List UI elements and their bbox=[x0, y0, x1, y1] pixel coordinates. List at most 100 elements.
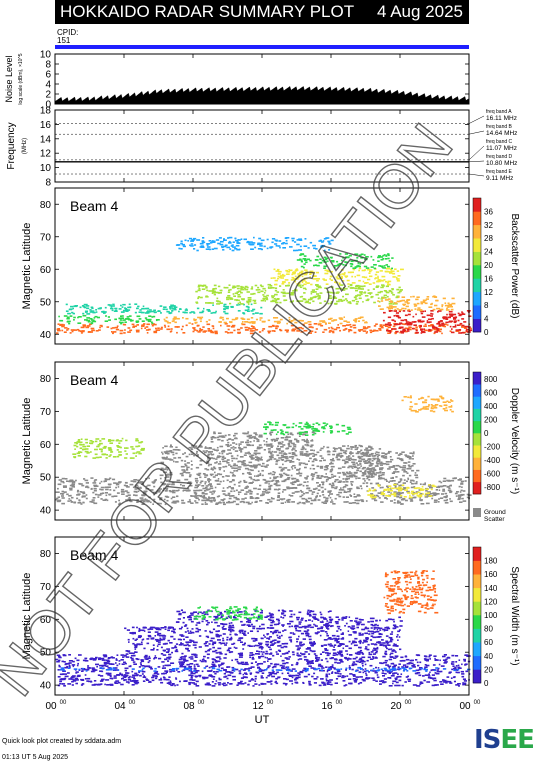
y-tick-label: 40 bbox=[40, 681, 52, 692]
frequency-band-leader bbox=[468, 145, 485, 161]
colorbar-tick-label: 40 bbox=[484, 652, 493, 661]
frequency-band-value: 16.11 MHz bbox=[486, 115, 517, 122]
x-tick-label: 16 bbox=[321, 701, 333, 712]
colorbar-segment bbox=[473, 601, 481, 616]
backscatter-power-scatter-region bbox=[296, 253, 394, 270]
x-tick-label: 20 bbox=[390, 701, 402, 712]
colorbar-segment bbox=[473, 587, 481, 602]
doppler-velocity-scatter-region bbox=[159, 444, 385, 479]
colorbar-tick-label: -600 bbox=[484, 470, 501, 479]
colorbar-tick-label: 140 bbox=[484, 584, 498, 593]
colorbar-segment bbox=[473, 481, 481, 495]
y-tick-label: 80 bbox=[40, 549, 52, 560]
colorbar-segment bbox=[473, 278, 481, 293]
colorbar-tick-label: 20 bbox=[484, 261, 493, 270]
colorbar-tick-label: 120 bbox=[484, 597, 498, 606]
colorbar-tick-label: 16 bbox=[484, 274, 493, 283]
frequency-band-label: freq band B bbox=[486, 124, 513, 130]
frequency-ylabel: Frequency bbox=[6, 122, 17, 169]
x-tick-label: 00 bbox=[459, 701, 471, 712]
colorbar-label: Doppler Velocity (m s⁻¹) bbox=[509, 388, 520, 494]
y-tick-label: 60 bbox=[40, 440, 52, 451]
colorbar-segment bbox=[473, 224, 481, 239]
x-tick-label: 04 bbox=[114, 701, 126, 712]
colorbar-tick-label: 100 bbox=[484, 611, 498, 620]
colorbar-segment bbox=[473, 291, 481, 306]
spectral-width-scatter-region bbox=[313, 616, 403, 628]
footer-credit: Quick look plot created by sddata.adm bbox=[2, 738, 122, 745]
magnetic-latitude-ylabel: Magnetic Latitude bbox=[21, 398, 33, 485]
colorbar-tick-label: 200 bbox=[484, 415, 498, 424]
y-tick-label: 0 bbox=[45, 100, 51, 111]
colorbar-tick-label: 4 bbox=[484, 315, 489, 324]
doppler-velocity-scatter-region bbox=[348, 450, 420, 479]
colorbar-segment bbox=[473, 574, 481, 589]
x-tick-label-sup: 00 bbox=[60, 700, 67, 706]
frequency-band-value: 14.64 MHz bbox=[486, 130, 517, 137]
colorbar-tick-label: 12 bbox=[484, 288, 493, 297]
colorbar-tick-label: -400 bbox=[484, 456, 501, 465]
colorbar-segment bbox=[473, 669, 481, 684]
y-tick-label: 18 bbox=[40, 106, 52, 117]
backscatter-power-scatter-region bbox=[270, 267, 404, 286]
colorbar-segment bbox=[473, 469, 481, 483]
colorbar-segment bbox=[473, 305, 481, 319]
ground-scatter-label: Ground bbox=[484, 509, 506, 516]
spectral-width-scatter-region bbox=[383, 570, 439, 615]
frequency-band-leader bbox=[468, 160, 485, 163]
doppler-velocity-scatter-region bbox=[72, 437, 145, 459]
colorbar-tick-label: -800 bbox=[484, 483, 501, 492]
backscatter-power-scatter-region bbox=[163, 316, 368, 325]
colorbar-tick-label: 0 bbox=[484, 429, 489, 438]
y-tick-label: 2 bbox=[45, 90, 51, 101]
colorbar-segment bbox=[473, 238, 481, 252]
plot-title: HOKKAIDO RADAR SUMMARY PLOT bbox=[60, 2, 355, 21]
ground-scatter-label: Scatter bbox=[484, 516, 505, 523]
y-tick-label: 60 bbox=[40, 265, 52, 276]
backscatter-power-scatter-region bbox=[58, 314, 160, 325]
x-tick-label-sup: 00 bbox=[267, 700, 274, 706]
beam-label: Beam 4 bbox=[70, 372, 118, 388]
y-tick-label: 50 bbox=[40, 297, 52, 308]
colorbar-tick-label: 28 bbox=[484, 234, 493, 243]
y-tick-label: 6 bbox=[45, 70, 51, 81]
x-tick-label-sup: 00 bbox=[198, 700, 205, 706]
colorbar-tick-label: 180 bbox=[484, 557, 498, 566]
ground-scatter-swatch bbox=[473, 508, 481, 517]
y-tick-label: 10 bbox=[40, 163, 52, 174]
colorbar-segment bbox=[473, 318, 481, 333]
noise-level-area bbox=[54, 86, 470, 105]
frequency-band-label: freq band E bbox=[486, 169, 513, 175]
spectral-width-scatter-region bbox=[55, 653, 471, 687]
colorbar-tick-label: 400 bbox=[484, 402, 498, 411]
colorbar-label: Spectral Width (m s⁻¹) bbox=[509, 566, 520, 665]
backscatter-power-scatter-region bbox=[175, 236, 334, 252]
colorbar-tick-label: 60 bbox=[484, 638, 493, 647]
doppler-velocity-scatter-region bbox=[367, 483, 437, 499]
frequency-band-leader bbox=[468, 173, 485, 177]
plot-date: 4 Aug 2025 bbox=[376, 2, 463, 21]
frequency-band-leader bbox=[468, 115, 485, 124]
frequency-band-label: freq band C bbox=[486, 139, 513, 145]
colorbar-segment bbox=[473, 457, 481, 470]
y-tick-label: 70 bbox=[40, 407, 52, 418]
colorbar-segment bbox=[473, 372, 481, 385]
magnetic-latitude-ylabel: Magnetic Latitude bbox=[21, 223, 33, 310]
noise-ylabel: Noise Level bbox=[4, 55, 14, 102]
y-tick-label: 50 bbox=[40, 648, 52, 659]
colorbar-segment bbox=[473, 433, 481, 446]
colorbar-tick-label: 80 bbox=[484, 625, 493, 634]
y-tick-label: 40 bbox=[40, 506, 52, 517]
backscatter-power-scatter-region bbox=[65, 303, 263, 315]
colorbar-segment bbox=[473, 408, 481, 422]
colorbar-tick-label: 0 bbox=[484, 679, 489, 688]
y-tick-label: 70 bbox=[40, 582, 52, 593]
colorbar-tick-label: 0 bbox=[484, 328, 489, 337]
colorbar-tick-label: -200 bbox=[484, 443, 501, 452]
doppler-velocity-scatter-region bbox=[210, 431, 316, 446]
colorbar-segment bbox=[473, 547, 481, 561]
colorbar-segment bbox=[473, 251, 481, 266]
colorbar-segment bbox=[473, 265, 481, 279]
colorbar-frame bbox=[472, 197, 482, 333]
